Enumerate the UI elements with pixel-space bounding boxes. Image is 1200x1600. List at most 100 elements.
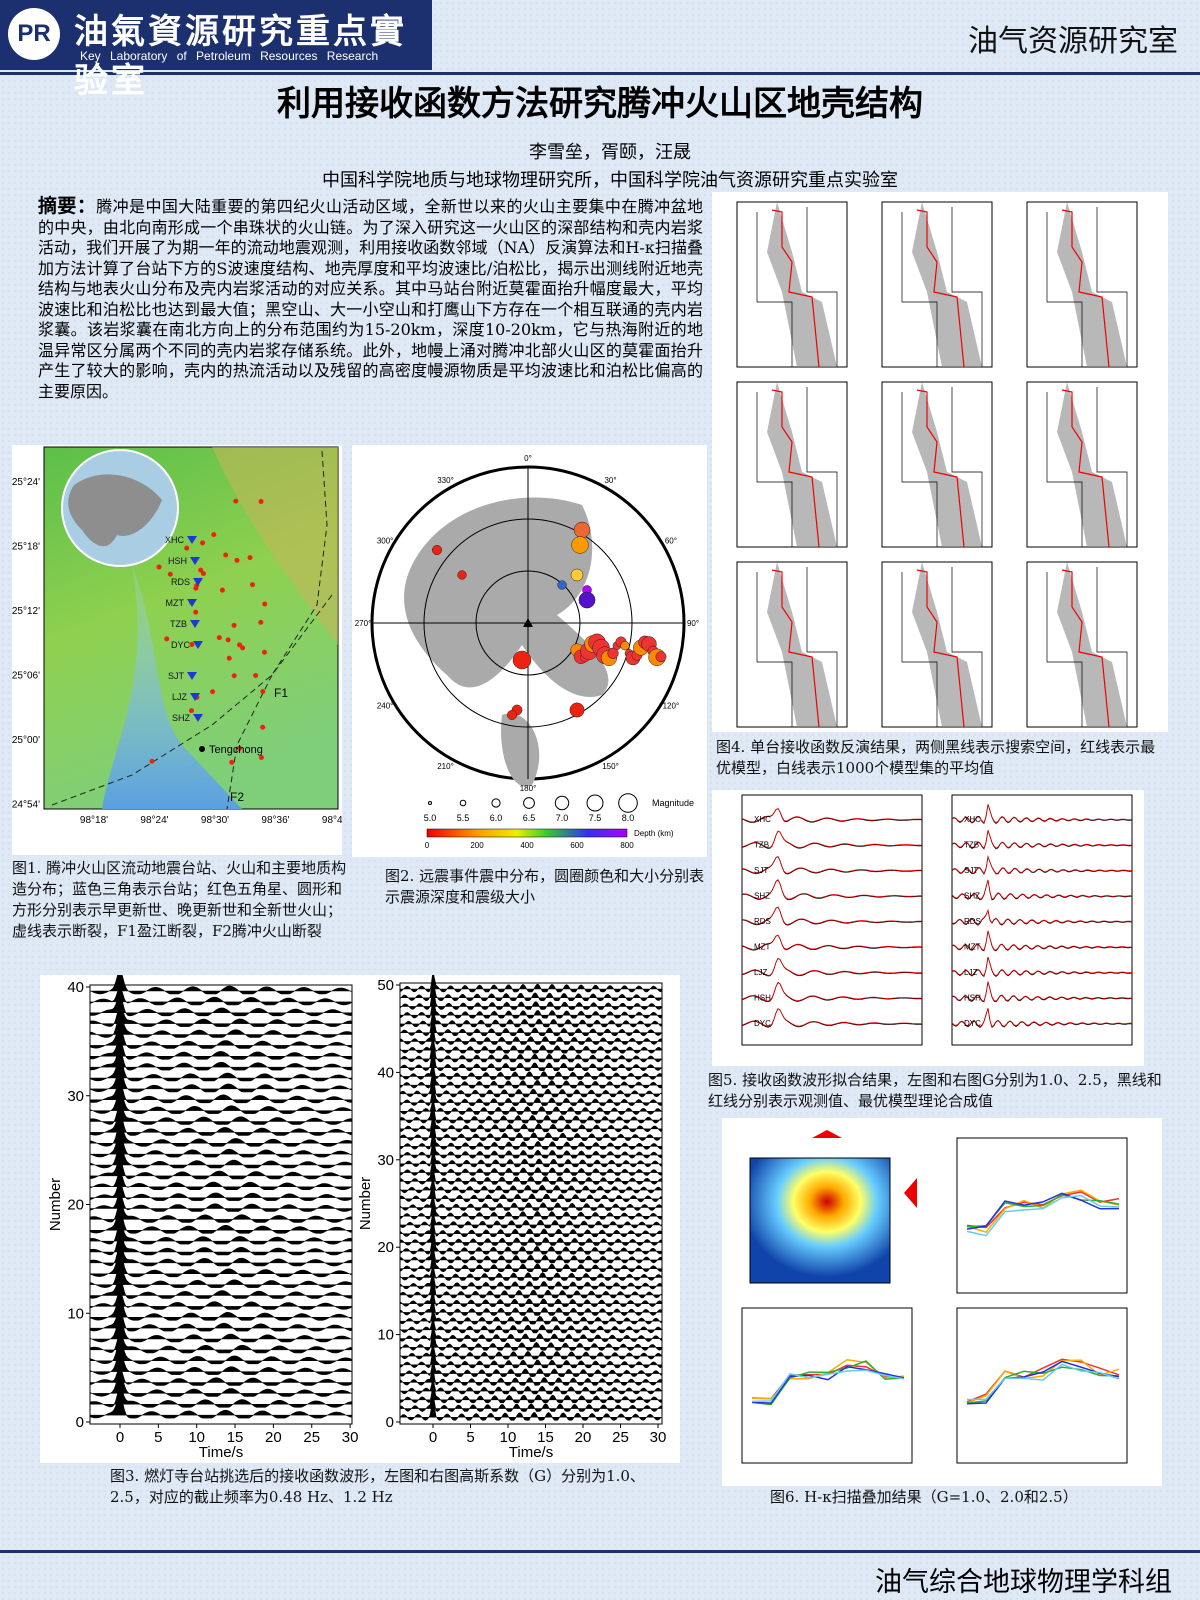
search-bound	[901, 567, 983, 727]
x-tick-label: 25	[612, 1429, 629, 1446]
model-spread	[1057, 382, 1127, 547]
trace	[89, 1067, 353, 1093]
y-tick-label: 0	[76, 1414, 84, 1431]
event	[557, 580, 567, 590]
mag-symbol	[523, 797, 535, 809]
trace	[399, 1116, 663, 1141]
volcano	[237, 745, 243, 751]
y-tick-label: 0	[386, 1414, 394, 1431]
x-tick-label: 15	[227, 1429, 244, 1446]
subplot	[951, 794, 1133, 1046]
x-tick-label: 30	[342, 1429, 359, 1446]
y-tick-label: 40	[67, 979, 84, 996]
trace	[399, 1154, 663, 1176]
volcano	[247, 555, 253, 561]
trace	[399, 1262, 663, 1281]
lon-label: 98°24'	[140, 815, 168, 826]
trace	[89, 1366, 353, 1386]
trace	[399, 1073, 663, 1098]
volcano	[223, 552, 229, 558]
profile	[966, 1194, 1120, 1237]
volcano	[258, 498, 264, 504]
event	[620, 641, 630, 651]
hk-map	[749, 1157, 891, 1284]
search-bound	[1046, 387, 1128, 547]
trace	[89, 1049, 353, 1071]
x-tick-label: 20	[575, 1429, 592, 1446]
town-marker	[199, 746, 205, 752]
station-label: HSH	[754, 994, 771, 1003]
station	[193, 578, 203, 586]
trace	[89, 986, 353, 1006]
azimuth-label: 150°	[602, 762, 619, 771]
station-label: DYC	[754, 1019, 771, 1028]
volcano	[189, 641, 195, 647]
trace	[399, 975, 663, 993]
search-bound	[901, 207, 983, 367]
subplot	[956, 1307, 1128, 1464]
trace	[89, 1088, 353, 1114]
trace	[89, 1277, 353, 1299]
azimuth-label: 300°	[377, 537, 394, 546]
station	[193, 714, 203, 722]
trace	[89, 1234, 353, 1256]
trace	[399, 985, 663, 1010]
trace	[399, 1322, 663, 1342]
volcano	[240, 645, 246, 651]
volcano	[156, 564, 162, 570]
trace	[399, 1023, 663, 1045]
trace	[399, 1249, 663, 1273]
synthetic	[741, 879, 923, 900]
trace	[89, 994, 353, 1017]
trace	[399, 1100, 663, 1124]
trace	[399, 1066, 663, 1089]
trace	[399, 976, 663, 1002]
volcano	[253, 673, 259, 679]
x-tick-label: 25	[303, 1429, 320, 1446]
event	[457, 570, 467, 580]
y-tick-label: 50	[377, 977, 394, 994]
station-label: XHC	[754, 815, 771, 824]
trace	[89, 1308, 353, 1332]
abstract: 摘要：腾冲是中国大陆重要的第四纪火山活动区域，全新世以来的火山主要集中在腾冲盆地…	[38, 196, 703, 402]
model-spread	[912, 562, 982, 727]
event	[507, 710, 517, 720]
depth-label: 0	[425, 841, 430, 850]
station	[187, 599, 197, 607]
synthetic	[741, 856, 922, 874]
station	[190, 693, 200, 701]
volcano	[210, 689, 216, 695]
footer: 油气综合地球物理学科组	[875, 1567, 1172, 1598]
volcano	[226, 655, 232, 661]
event	[578, 591, 596, 609]
lat-label: 24°54'	[12, 800, 40, 811]
profile	[966, 1363, 1120, 1401]
observed	[951, 830, 1133, 850]
volcano	[164, 636, 170, 642]
azimuth-label: 330°	[437, 476, 454, 485]
volcano	[231, 673, 237, 679]
volcano	[231, 622, 237, 628]
figure-1: XHC HSH RDS MZT TZB DYC SJT LJZ SHZ Tengchong F1 F2…	[12, 445, 342, 855]
trace	[399, 1217, 663, 1238]
station	[187, 536, 197, 544]
azimuth-label: 120°	[663, 702, 680, 711]
x-axis-label: Time/s	[509, 1444, 553, 1461]
synthetic	[741, 957, 922, 976]
lab-name-cn: 油氣資源研究重点實验室	[74, 12, 407, 101]
trace	[89, 1132, 354, 1158]
mag-label: 6.0	[490, 813, 503, 823]
trace	[399, 1197, 663, 1220]
figure-5: XHC TZB SJT SHZ RDS MZT LJZ HSH DYC XHC TZB SJT SHZ R…	[712, 790, 1144, 1066]
trace	[399, 1034, 663, 1054]
trace	[399, 1192, 663, 1211]
observed	[951, 879, 1132, 901]
synthetic	[951, 879, 1132, 900]
trace	[89, 1181, 353, 1201]
event	[573, 521, 591, 539]
mag-symbol	[618, 793, 638, 813]
profile	[966, 1360, 1120, 1405]
volcano	[219, 587, 225, 593]
model-spread	[1057, 202, 1127, 367]
observed	[951, 804, 1133, 825]
